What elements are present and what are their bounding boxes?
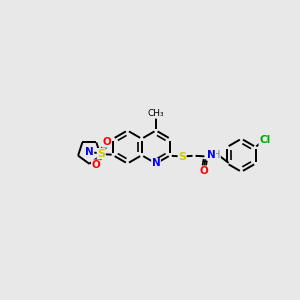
Text: S: S bbox=[97, 148, 105, 159]
Text: CH₃: CH₃ bbox=[148, 109, 164, 118]
Text: H: H bbox=[213, 150, 220, 160]
Text: O: O bbox=[92, 160, 100, 170]
Text: N: N bbox=[207, 150, 216, 160]
Text: N: N bbox=[152, 158, 160, 169]
Text: O: O bbox=[199, 166, 208, 176]
Text: S: S bbox=[178, 152, 186, 162]
Text: O: O bbox=[102, 137, 111, 147]
Text: Cl: Cl bbox=[259, 135, 270, 146]
Text: N: N bbox=[85, 147, 94, 157]
